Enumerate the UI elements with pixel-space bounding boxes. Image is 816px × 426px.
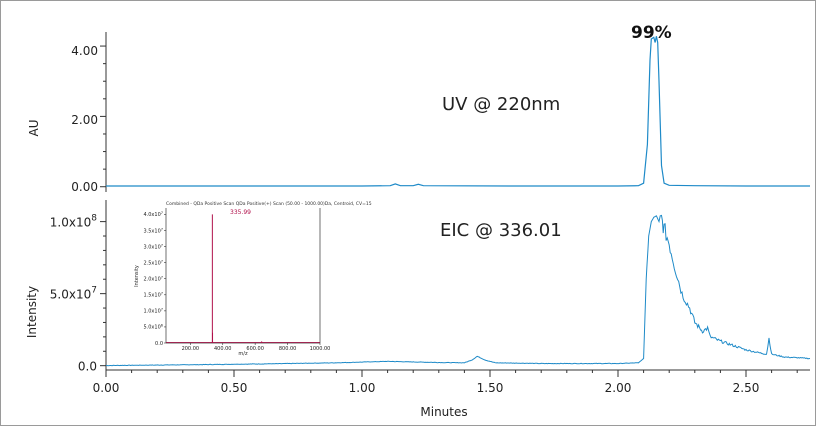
eic-y-tick-label: 1.0x108 (50, 214, 97, 230)
inset-y-tick-label: 1.0x107 (143, 308, 163, 315)
inset-y-tick-label: 3.0x107 (143, 243, 163, 250)
uv-y-tick-label: 4.00 (71, 44, 98, 58)
inset-title: Combined - QDa Positive Scan QDa Positiv… (166, 201, 372, 207)
inset-x-label: m/z (238, 351, 248, 357)
uv-y-tick-label: 2.00 (71, 113, 98, 127)
inset-x-tick-label: 600.00 (246, 346, 264, 352)
inset-y-ticks: 0.0 5.0x106 1.0x107 1.5x107 2.0x107 2.5x107 3.… (143, 211, 166, 347)
inset-y-tick-label: 2.5x107 (143, 259, 163, 266)
inset-x-tick-label: 200.00 (182, 346, 200, 352)
inset-y-tick-label: 3.5x107 (143, 227, 163, 234)
uv-annotation: UV @ 220nm (442, 94, 560, 115)
inset-mass-spectrum: Combined - QDa Positive Scan QDa Positiv… (134, 201, 372, 357)
uv-trace (106, 36, 810, 187)
x-axis-label: Minutes (420, 405, 467, 419)
inset-x-tick-label: 800.00 (279, 346, 297, 352)
eic-y-ticks: 0.0 5.0x107 1.0x108 (50, 214, 106, 374)
x-tick-label: 2.00 (605, 381, 632, 395)
inset-x-tick-label: 1000.00 (310, 346, 331, 352)
eic-y-tick-label: 0.0 (78, 360, 97, 374)
inset-x-ticks: 200.00 400.00 600.00 800.00 1000.00 (182, 343, 331, 352)
inset-y-tick-label: 1.5x107 (143, 292, 163, 299)
eic-annotation: EIC @ 336.01 (440, 220, 562, 241)
eic-y-tick-label: 5.0x107 (50, 286, 97, 302)
eic-y-axis-label: Intensity (25, 286, 39, 338)
uv-y-ticks (100, 45, 106, 188)
x-tick-label: 0.00 (93, 381, 120, 395)
x-tick-label: 1.50 (477, 381, 504, 395)
purity-label: 99% (631, 23, 672, 43)
eic-trace (106, 214, 811, 367)
x-tick-label: 0.50 (221, 381, 248, 395)
x-tick-label: 2.50 (733, 381, 760, 395)
inset-y-tick-label: 0.0 (155, 341, 163, 347)
uv-y-axis-label: AU (27, 120, 41, 137)
inset-peaks (166, 214, 320, 343)
inset-x-tick-label: 400.00 (214, 346, 232, 352)
inset-y-tick-label: 4.0x107 (143, 211, 163, 218)
x-tick-label: 1.00 (349, 381, 376, 395)
inset-y-tick-label: 2.0x107 (143, 276, 163, 283)
inset-peak-label: 335.99 (230, 209, 251, 216)
x-ticks: 0.00 0.50 1.00 1.50 2.00 2.50 (93, 370, 798, 395)
inset-y-tick-label: 5.0x106 (143, 324, 163, 331)
inset-y-label: Intensity (134, 265, 140, 287)
uv-y-tick-label: 0.00 (71, 180, 98, 194)
